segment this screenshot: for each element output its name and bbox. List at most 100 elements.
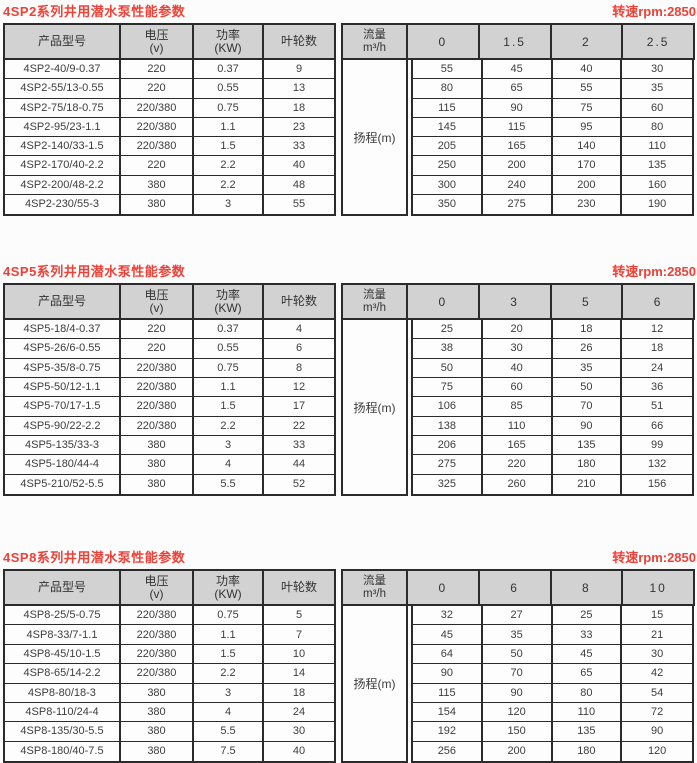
rpm-label: 转速rpm:2850 bbox=[612, 4, 696, 19]
voltage-cell: 220/380 bbox=[121, 606, 194, 626]
head-unit-cell: 扬程(m) bbox=[341, 60, 408, 216]
head-value-cell: 200 bbox=[482, 741, 553, 761]
head-value-cell: 110 bbox=[622, 137, 692, 157]
col-header-model: 产品型号 bbox=[5, 285, 121, 320]
impeller-cell: 14 bbox=[264, 664, 334, 684]
col-header-voltage: 电压 (v) bbox=[121, 285, 194, 320]
col-header-impellers: 叶轮数 bbox=[264, 571, 334, 606]
voltage-cell: 380 bbox=[121, 455, 194, 475]
power-cell: 4 bbox=[194, 455, 264, 475]
model-cell: 4SP5-35/8-0.75 bbox=[5, 358, 121, 378]
head-value-cell: 115 bbox=[413, 683, 483, 703]
model-cell: 4SP5-50/12-1.1 bbox=[5, 378, 121, 398]
head-value-cell: 150 bbox=[482, 722, 553, 742]
head-value-cell: 55 bbox=[552, 79, 623, 99]
power-cell: 7.5 bbox=[194, 741, 264, 761]
voltage-cell: 380 bbox=[121, 741, 194, 761]
power-cell: 5.5 bbox=[194, 474, 264, 494]
col-header-power: 功率 (KW) bbox=[194, 25, 264, 60]
head-value-cell: 325 bbox=[413, 474, 483, 494]
col-header-flow: 流量 m³/h bbox=[341, 283, 408, 320]
model-cell: 4SP2-55/13-0.55 bbox=[5, 79, 121, 99]
power-cell: 1.1 bbox=[194, 625, 264, 645]
head-value-cell: 180 bbox=[552, 741, 623, 761]
power-cell: 4 bbox=[194, 702, 264, 723]
power-label-line1: 功率 bbox=[215, 573, 240, 588]
voltage-cell: 380 bbox=[121, 436, 194, 456]
head-value-cell: 115 bbox=[482, 117, 553, 137]
voltage-cell: 220/380 bbox=[121, 397, 194, 417]
head-value-cell: 45 bbox=[552, 644, 623, 665]
flow-value-header-row: 0 1.5 2 2.5 bbox=[408, 23, 695, 60]
impeller-cell: 18 bbox=[264, 683, 334, 703]
flow-col-header: 2 bbox=[549, 25, 622, 58]
head-unit-cell: 扬程(m) bbox=[341, 320, 408, 496]
model-cell: 4SP5-70/17-1.5 bbox=[5, 397, 121, 417]
model-cell: 4SP8-110/24-4 bbox=[5, 702, 121, 723]
model-cell: 4SP5-180/44-4 bbox=[5, 455, 121, 475]
power-cell: 1.5 bbox=[194, 397, 264, 417]
head-value-cell: 40 bbox=[482, 358, 553, 378]
head-value-cell: 75 bbox=[413, 378, 483, 398]
voltage-label-line2: (v) bbox=[149, 300, 164, 315]
head-value-cell: 260 bbox=[482, 474, 553, 494]
spec-grid: 产品型号 电压 (v) 功率 (KW) 叶轮数 4SP8-25/5-0.75 220/380 0… bbox=[3, 569, 336, 763]
voltage-cell: 380 bbox=[121, 175, 194, 195]
flow-label-line2: m³/h bbox=[363, 587, 386, 600]
head-value-cell: 160 bbox=[622, 175, 692, 195]
impeller-cell: 6 bbox=[264, 339, 334, 359]
head-value-cell: 145 bbox=[413, 117, 483, 137]
head-value-cell: 85 bbox=[482, 397, 553, 417]
head-value-cell: 180 bbox=[552, 455, 623, 475]
head-value-cell: 36 bbox=[622, 378, 692, 398]
head-value-cell: 80 bbox=[413, 79, 483, 99]
impeller-cell: 48 bbox=[264, 175, 334, 195]
head-value-cell: 138 bbox=[413, 416, 483, 436]
model-cell: 4SP5-18/4-0.37 bbox=[5, 320, 121, 340]
head-value-cell: 275 bbox=[482, 194, 553, 214]
head-value-cell: 30 bbox=[622, 60, 692, 80]
head-value-cell: 205 bbox=[413, 137, 483, 157]
voltage-cell: 220/380 bbox=[121, 644, 194, 665]
flow-label-line1: 流量 bbox=[363, 574, 386, 587]
voltage-cell: 220/380 bbox=[121, 98, 194, 118]
head-value-cell: 50 bbox=[552, 378, 623, 398]
col-header-voltage: 电压 (v) bbox=[121, 571, 194, 606]
spec-grid: 产品型号 电压 (v) 功率 (KW) 叶轮数 4SP2-40/9-0.37 220 0.37 9… bbox=[3, 23, 336, 216]
power-cell: 2.2 bbox=[194, 416, 264, 436]
flow-label-line1: 流量 bbox=[363, 288, 386, 301]
head-value-cell: 45 bbox=[482, 60, 553, 80]
power-cell: 0.37 bbox=[194, 320, 264, 340]
impeller-cell: 5 bbox=[264, 606, 334, 626]
table-section-4SP5: 4SP5系列井用潜水泵性能参数 转速rpm:2850 产品型号 电压 (v) 功率 (KW)… bbox=[0, 260, 697, 496]
head-value-cell: 50 bbox=[413, 358, 483, 378]
col-header-flow: 流量 m³/h bbox=[341, 23, 408, 60]
flow-col-header: 3 bbox=[477, 285, 550, 318]
power-cell: 0.75 bbox=[194, 358, 264, 378]
power-label-line2: (KW) bbox=[214, 586, 242, 601]
table-section-4SP8: 4SP8系列井用潜水泵性能参数 转速rpm:2850 产品型号 电压 (v) 功率 (KW)… bbox=[0, 546, 697, 763]
head-value-cell: 60 bbox=[482, 378, 553, 398]
head-value-cell: 35 bbox=[482, 625, 553, 645]
model-cell: 4SP2-230/55-3 bbox=[5, 194, 121, 214]
head-value-cell: 90 bbox=[622, 722, 692, 742]
head-value-cell: 75 bbox=[552, 98, 623, 118]
head-value-cell: 51 bbox=[622, 397, 692, 417]
flow-col-header: 0 bbox=[438, 34, 448, 49]
head-value-cell: 18 bbox=[552, 320, 623, 340]
flow-label-line1: 流量 bbox=[363, 28, 386, 41]
head-value-cell: 120 bbox=[482, 702, 553, 723]
head-value-cell: 220 bbox=[482, 455, 553, 475]
impeller-cell: 4 bbox=[264, 320, 334, 340]
voltage-cell: 220/380 bbox=[121, 625, 194, 645]
impeller-cell: 33 bbox=[264, 436, 334, 456]
power-cell: 5.5 bbox=[194, 722, 264, 742]
head-value-cell: 135 bbox=[622, 156, 692, 176]
model-cell: 4SP5-135/33-3 bbox=[5, 436, 121, 456]
head-value-cell: 38 bbox=[413, 339, 483, 359]
head-value-cell: 15 bbox=[622, 606, 692, 626]
impeller-cell: 40 bbox=[264, 741, 334, 761]
head-value-cell: 275 bbox=[413, 455, 483, 475]
impeller-cell: 8 bbox=[264, 358, 334, 378]
voltage-cell: 380 bbox=[121, 474, 194, 494]
